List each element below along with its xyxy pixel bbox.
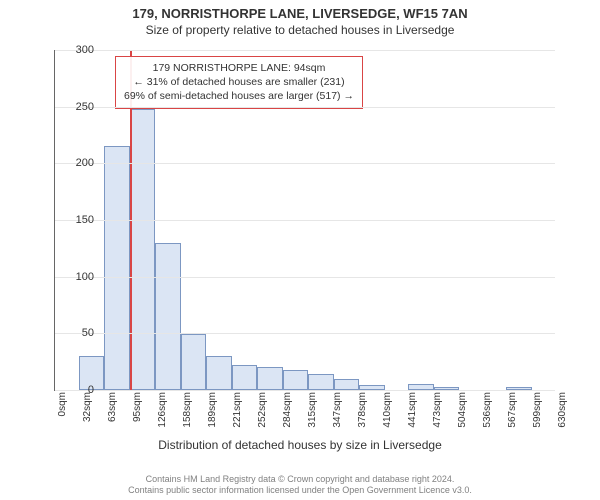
grid-line [55,390,555,391]
chart-area: 179 NORRISTHORPE LANE: 94sqm ← 31% of de… [54,50,554,390]
histogram-bar [308,374,334,390]
x-tick-label: 441sqm [407,392,418,428]
histogram-bar [130,109,156,390]
y-tick-label: 100 [54,271,94,283]
y-tick-label: 300 [54,44,94,56]
info-box: 179 NORRISTHORPE LANE: 94sqm ← 31% of de… [115,56,363,109]
page-subtitle: Size of property relative to detached ho… [0,21,600,37]
histogram-bar [257,367,283,390]
x-tick-label: 378sqm [357,392,368,428]
grid-line [55,107,555,108]
x-tick-label: 284sqm [282,392,293,428]
x-tick-label: 126sqm [157,392,168,428]
x-tick-label: 252sqm [257,392,268,428]
grid-line [55,220,555,221]
x-tick-label: 567sqm [507,392,518,428]
x-tick-label: 504sqm [457,392,468,428]
attribution-line-1: Contains HM Land Registry data © Crown c… [0,474,600,485]
info-line-2: ← 31% of detached houses are smaller (23… [124,75,354,89]
histogram-bar [155,243,181,390]
histogram-bar [283,370,309,390]
histogram-bar [104,146,130,390]
x-tick-label: 473sqm [432,392,443,428]
y-tick-label: 250 [54,101,94,113]
page-title: 179, NORRISTHORPE LANE, LIVERSEDGE, WF15… [0,0,600,21]
x-tick-label: 315sqm [307,392,318,428]
histogram-bar [206,356,232,390]
y-tick-label: 50 [54,327,94,339]
grid-line [55,333,555,334]
y-tick-label: 200 [54,157,94,169]
histogram-bar [232,365,258,390]
y-tick-label: 150 [54,214,94,226]
grid-line [55,277,555,278]
x-tick-label: 347sqm [332,392,343,428]
histogram-bar [334,379,360,390]
x-tick-label: 32sqm [82,392,93,422]
histogram-bar [181,334,207,390]
x-tick-label: 158sqm [182,392,193,428]
x-tick-label: 536sqm [482,392,493,428]
attribution-line-2: Contains public sector information licen… [0,485,600,496]
x-tick-label: 599sqm [532,392,543,428]
x-tick-label: 63sqm [107,392,118,422]
x-tick-label: 189sqm [207,392,218,428]
info-line-3: 69% of semi-detached houses are larger (… [124,89,354,103]
x-tick-label: 410sqm [382,392,393,428]
chart-container: 179, NORRISTHORPE LANE, LIVERSEDGE, WF15… [0,0,600,500]
plot-region: 179 NORRISTHORPE LANE: 94sqm ← 31% of de… [54,50,555,391]
x-tick-label: 221sqm [232,392,243,428]
y-tick-label: 0 [54,384,94,396]
grid-line [55,50,555,51]
info-line-1: 179 NORRISTHORPE LANE: 94sqm [124,61,354,75]
x-tick-label: 630sqm [557,392,568,428]
grid-line [55,163,555,164]
x-tick-label: 95sqm [132,392,143,422]
attribution: Contains HM Land Registry data © Crown c… [0,474,600,497]
x-axis-label: Distribution of detached houses by size … [0,438,600,452]
